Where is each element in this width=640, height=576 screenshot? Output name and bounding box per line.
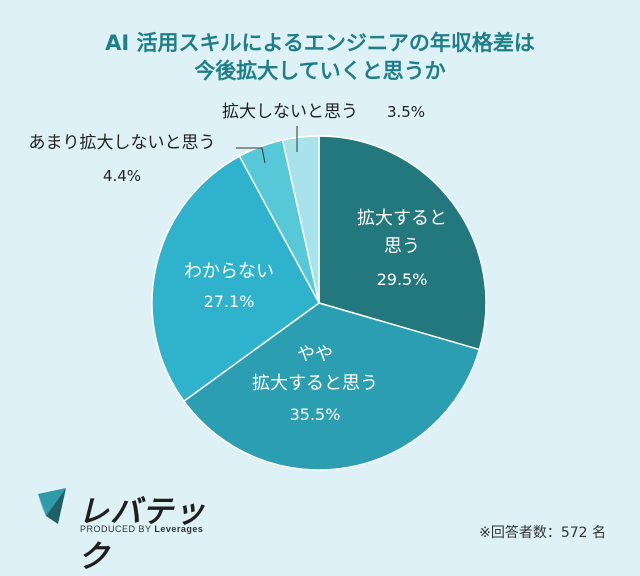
logo-tagline-brand: Leverages <box>154 524 204 534</box>
leader-line-4 <box>236 147 266 164</box>
logo-mark-icon <box>38 488 66 524</box>
respondent-count-note: ※回答者数：572 名 <box>479 525 606 541</box>
pie-slice-3 <box>151 155 320 403</box>
slice-label-1: 拡大すると <box>357 208 447 229</box>
slice-label-1: 思う <box>384 236 420 257</box>
slice-value-3: 27.1% <box>204 292 255 311</box>
slice-value-1: 29.5% <box>377 270 428 289</box>
chart-title-line1: AI 活用スキルによるエンジニアの年収格差は <box>105 31 535 55</box>
pie-slice-1 <box>318 135 487 351</box>
pie-slice-2 <box>182 302 481 471</box>
slice-label-3: わからない <box>184 261 274 282</box>
slice-label-4: あまり拡大しないと思う <box>29 133 216 153</box>
slice-label-2: やや <box>297 344 333 365</box>
slice-label-5: 拡大しないと思う <box>222 102 358 122</box>
slice-value-5: 3.5% <box>387 103 425 121</box>
levtech-logo: レバテック PRODUCED BY Leverages <box>36 486 236 575</box>
logo-tagline: PRODUCED BY Leverages <box>80 524 203 534</box>
pie-slice-5 <box>281 135 320 304</box>
logo-tagline-prefix: PRODUCED BY <box>80 524 152 534</box>
slice-value-2: 35.5% <box>290 405 341 424</box>
slice-label-2: 拡大すると思う <box>252 373 378 394</box>
chart-title-line2: 今後拡大していくと思うか <box>194 59 446 83</box>
slice-value-4: 4.4% <box>103 167 141 185</box>
